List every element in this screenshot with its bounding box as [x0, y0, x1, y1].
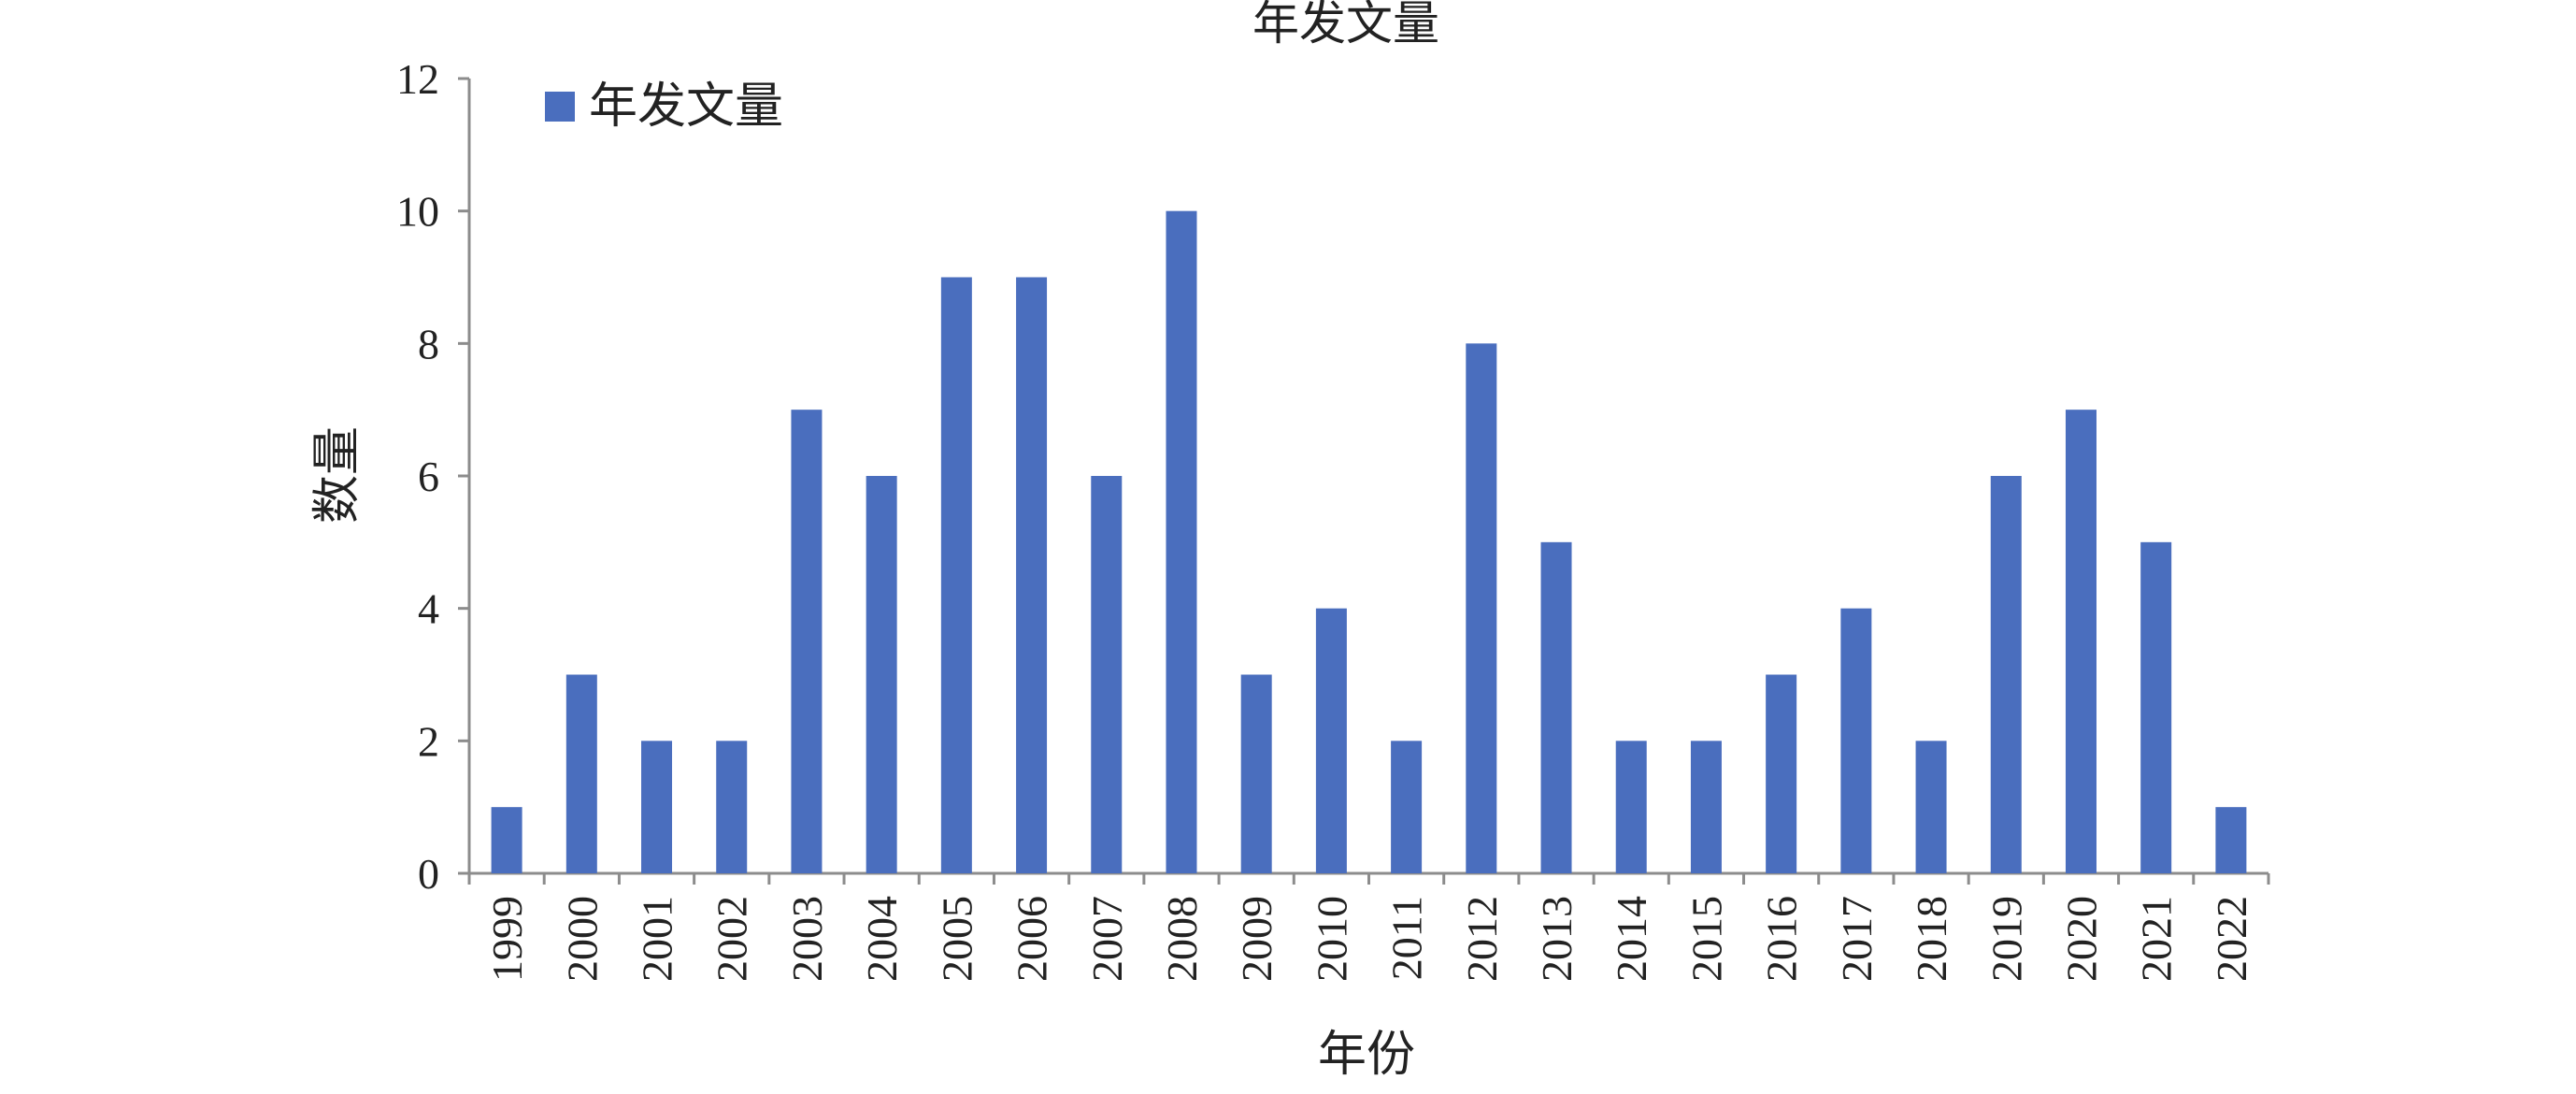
x-tick-label: 2012 — [1458, 896, 1506, 982]
bar-2006 — [1016, 277, 1048, 873]
x-tick-label: 2015 — [1682, 896, 1730, 982]
bar-2018 — [1915, 741, 1947, 873]
x-tick-label: 2016 — [1758, 896, 1806, 982]
bar-2004 — [866, 476, 897, 873]
bar-2005 — [940, 277, 972, 873]
bars-group — [491, 210, 2247, 873]
y-tick-label: 10 — [396, 188, 439, 236]
legend: 年发文量 — [545, 80, 783, 134]
x-tick-label: 2007 — [1083, 896, 1131, 982]
x-tick-label: 1999 — [483, 896, 531, 982]
bar-2013 — [1540, 541, 1572, 873]
bar-2020 — [2065, 410, 2097, 873]
x-tick-label: 2006 — [1009, 896, 1056, 982]
legend-label: 年发文量 — [589, 80, 783, 134]
x-axis: 1999 2000 2001 2002 2003 2004 2005 2006 2007 2008… — [467, 871, 2270, 982]
x-tick-label: 2018 — [1908, 896, 1955, 982]
bar-1999 — [491, 807, 522, 873]
x-tick-label: 2005 — [933, 896, 980, 982]
bar-2011 — [1391, 741, 1423, 873]
x-tick-label: 2003 — [783, 896, 831, 982]
legend-swatch — [545, 92, 575, 122]
y-tick-label: 12 — [396, 55, 439, 103]
bar-2017 — [1840, 608, 1872, 873]
x-tick-label: 2017 — [1833, 896, 1881, 982]
x-tick-label: 2001 — [634, 896, 681, 982]
y-tick-label: 8 — [418, 320, 439, 367]
x-tick-label: 2000 — [558, 896, 606, 982]
bar-2015 — [1690, 741, 1722, 873]
bar-2016 — [1766, 674, 1797, 873]
x-tick-label: 2002 — [708, 896, 756, 982]
x-tick-label: 2021 — [2133, 896, 2181, 982]
bar-2012 — [1466, 343, 1497, 873]
x-tick-label: 2008 — [1158, 896, 1206, 982]
x-tick-label: 2010 — [1308, 896, 1355, 982]
y-tick-label: 4 — [418, 585, 439, 633]
y-tick-label: 0 — [418, 850, 439, 898]
bar-2002 — [716, 741, 748, 873]
x-tick-label: 2020 — [2057, 896, 2105, 982]
x-tick-label: 2011 — [1383, 896, 1431, 980]
bar-2003 — [791, 410, 823, 873]
y-tick-label: 6 — [418, 453, 439, 500]
bar-2007 — [1091, 476, 1123, 873]
bar-2021 — [2140, 541, 2172, 873]
bar-2001 — [641, 741, 673, 873]
x-tick-label: 2004 — [858, 896, 906, 982]
x-tick-label: 2014 — [1608, 896, 1655, 982]
x-tick-label: 2019 — [1982, 896, 2030, 982]
y-axis: 0 2 4 6 8 10 12 — [396, 55, 471, 898]
bar-2000 — [565, 674, 597, 873]
x-tick-label: 2009 — [1233, 896, 1281, 982]
bar-2010 — [1315, 608, 1347, 873]
bar-2014 — [1615, 741, 1647, 873]
chart-title: 年发文量 — [1252, 0, 1439, 50]
bar-2022 — [2215, 807, 2247, 873]
y-tick-label: 2 — [418, 717, 439, 765]
y-axis-label: 数量 — [311, 426, 365, 524]
x-tick-label: 2013 — [1533, 896, 1581, 982]
x-tick-label: 2022 — [2208, 896, 2255, 982]
bar-2009 — [1240, 674, 1272, 873]
x-axis-label: 年份 — [1318, 1029, 1415, 1082]
bar-2008 — [1166, 210, 1197, 873]
bar-2019 — [1990, 476, 2022, 873]
